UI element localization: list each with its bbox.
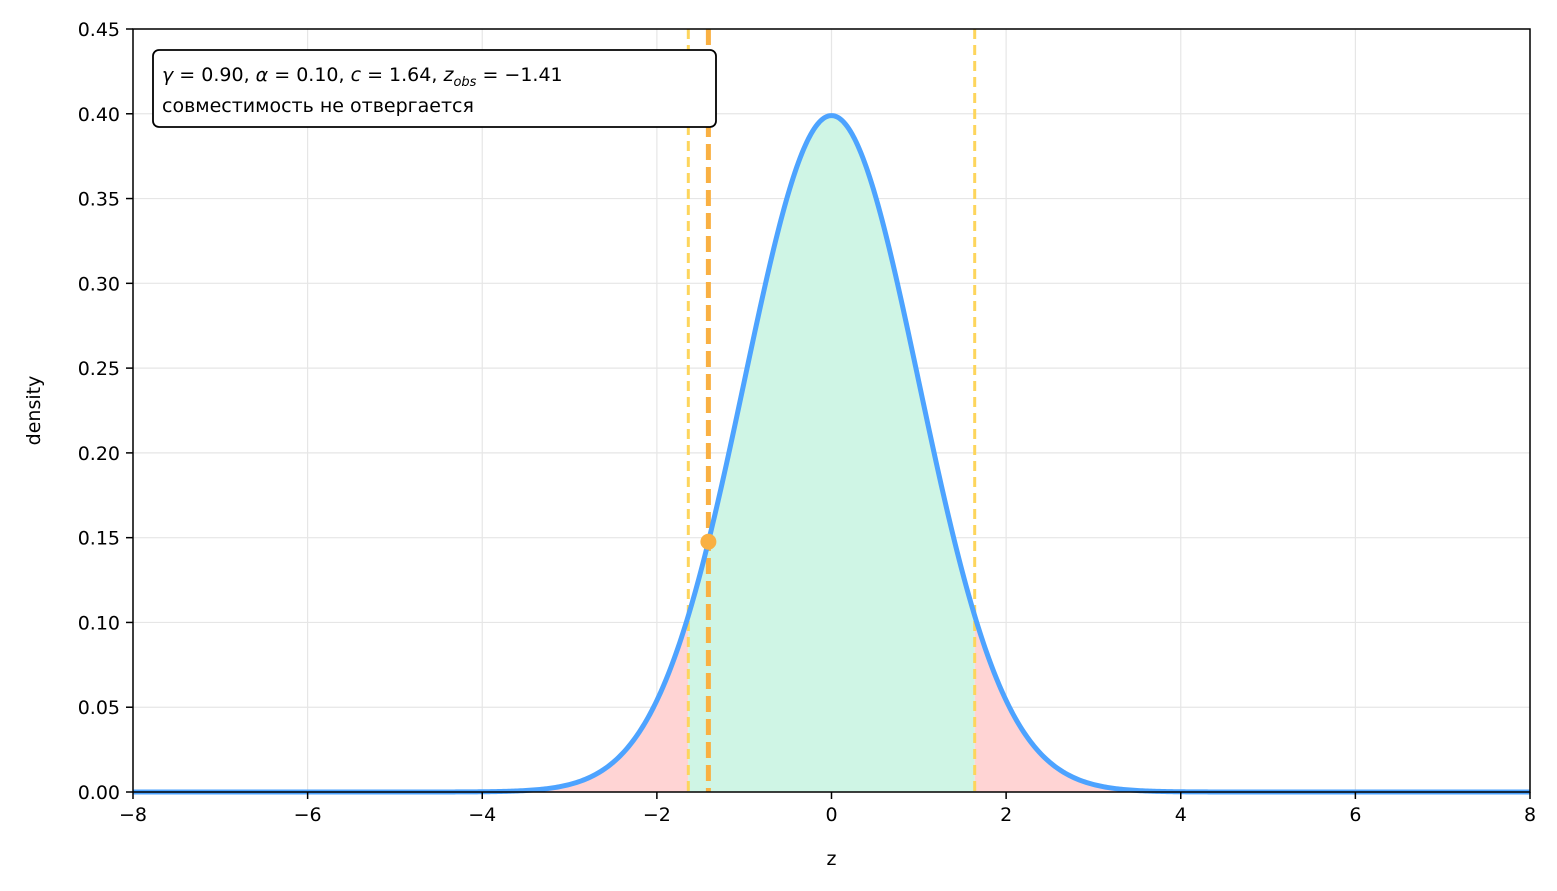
- gamma-value: 0.90: [201, 64, 243, 86]
- y-tick-label-2: 0.10: [78, 612, 120, 634]
- y-tick-label-9: 0.45: [78, 19, 120, 41]
- c-value: 1.64: [389, 64, 431, 86]
- x-tick-label-6: 4: [1175, 804, 1187, 826]
- rejection-region-left: [133, 615, 689, 792]
- annotation-line-1: γ = 0.90, α = 0.10, c = 1.64, zobs = −1.…: [162, 64, 563, 90]
- rejection-region-right: [974, 615, 1530, 792]
- acceptance-region: [688, 115, 975, 792]
- regions: [133, 115, 1530, 792]
- x-tick-label-1: −6: [294, 804, 322, 826]
- x-axis-label: z: [827, 848, 837, 870]
- x-tick-label-3: −2: [643, 804, 671, 826]
- z-obs-value: −1.41: [504, 64, 562, 86]
- y-tick-label-4: 0.20: [78, 443, 120, 465]
- z-obs-point: [700, 533, 717, 550]
- c-symbol: c: [351, 64, 362, 86]
- y-tick-label-0: 0.00: [78, 782, 120, 804]
- x-axis-ticks: −8 −6 −4 −2 0 2 4 6 8: [119, 792, 1536, 826]
- x-tick-label-8: 8: [1524, 804, 1536, 826]
- annotation-frame: [152, 49, 717, 128]
- y-axis-label: density: [23, 376, 45, 446]
- annotation-line-2: совместимость не отвергается: [162, 95, 474, 117]
- y-tick-label-1: 0.05: [78, 697, 120, 719]
- x-tick-label-7: 6: [1349, 804, 1361, 826]
- alpha-symbol: α: [256, 64, 269, 86]
- y-axis-ticks: 0.00 0.05 0.10 0.15 0.20 0.25 0.30 0.35 0.40 0.45: [78, 19, 133, 804]
- annotation-box: γ = 0.90, α = 0.10, c = 1.64, zobs = −1.…: [152, 49, 717, 128]
- x-tick-label-5: 2: [1000, 804, 1012, 826]
- z-obs-subscript: obs: [453, 75, 476, 90]
- gamma-symbol: γ: [162, 64, 175, 86]
- y-tick-label-6: 0.30: [78, 273, 120, 295]
- z-symbol: z: [442, 64, 454, 86]
- y-tick-label-8: 0.40: [78, 104, 120, 126]
- x-tick-label-4: 0: [825, 804, 837, 826]
- y-tick-label-7: 0.35: [78, 189, 120, 211]
- y-tick-label-3: 0.15: [78, 528, 120, 550]
- x-tick-label-0: −8: [119, 804, 147, 826]
- y-tick-label-5: 0.25: [78, 358, 120, 380]
- alpha-value: 0.10: [296, 64, 338, 86]
- x-tick-label-2: −4: [468, 804, 496, 826]
